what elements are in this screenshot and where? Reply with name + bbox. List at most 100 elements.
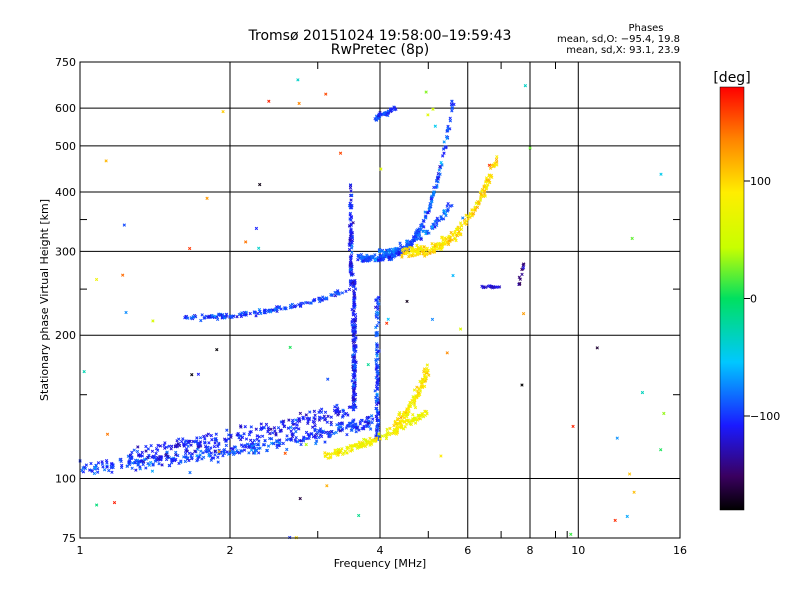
data-point <box>406 418 411 422</box>
data-point <box>390 252 394 256</box>
data-point <box>298 496 302 501</box>
data-point <box>483 180 488 184</box>
data-point <box>301 415 305 420</box>
data-point <box>448 204 452 208</box>
data-point <box>122 223 126 227</box>
data-point <box>463 220 467 224</box>
data-point <box>366 440 370 445</box>
data-point <box>351 221 355 225</box>
data-point <box>205 450 209 454</box>
data-point <box>411 395 415 399</box>
data-point <box>139 459 144 463</box>
data-point <box>368 436 372 441</box>
data-point <box>357 254 361 259</box>
data-point <box>465 219 469 223</box>
data-point <box>124 310 128 315</box>
data-point <box>144 449 148 453</box>
data-point <box>183 459 188 464</box>
data-point <box>240 435 245 440</box>
data-point <box>416 233 420 238</box>
data-point <box>304 430 309 435</box>
data-point <box>442 140 446 144</box>
data-point <box>425 363 429 367</box>
data-point <box>446 126 450 130</box>
data-point <box>245 442 250 446</box>
data-point <box>375 436 379 440</box>
data-point <box>355 443 359 448</box>
data-point <box>386 111 390 115</box>
data-point <box>400 245 404 249</box>
data-point <box>190 456 194 460</box>
y-tick-label: 200 <box>55 329 76 342</box>
data-point <box>141 462 145 467</box>
data-point <box>374 359 378 363</box>
data-point <box>225 450 229 454</box>
data-point <box>353 364 357 369</box>
data-point <box>224 312 229 316</box>
data-point <box>369 414 374 418</box>
data-point <box>163 446 167 450</box>
data-point <box>347 405 351 409</box>
data-point <box>376 310 380 315</box>
data-point <box>309 432 313 436</box>
data-point <box>292 305 296 309</box>
data-point <box>334 430 338 435</box>
data-point <box>197 455 201 459</box>
data-point <box>433 124 437 128</box>
data-point <box>154 451 158 456</box>
data-point <box>357 513 361 518</box>
data-point <box>204 314 208 318</box>
data-point <box>385 321 389 325</box>
data-point <box>317 297 321 301</box>
data-point <box>326 431 330 436</box>
data-point <box>341 409 346 413</box>
data-point <box>375 409 379 413</box>
data-point <box>227 433 231 437</box>
data-point <box>412 388 417 392</box>
data-point <box>243 425 247 429</box>
data-point <box>484 176 489 180</box>
data-point <box>215 317 220 322</box>
data-point <box>366 259 370 263</box>
data-point <box>294 418 298 422</box>
data-point <box>257 246 261 250</box>
data-point <box>345 432 349 437</box>
data-point <box>362 427 366 431</box>
data-point <box>264 422 269 427</box>
data-point <box>297 417 302 421</box>
data-point <box>299 439 303 443</box>
data-point <box>361 256 365 260</box>
data-point <box>464 213 468 217</box>
data-point <box>209 458 213 462</box>
data-point <box>434 219 439 223</box>
data-point <box>216 444 220 448</box>
data-point <box>389 257 394 262</box>
data-point <box>307 436 311 440</box>
data-point <box>440 217 444 221</box>
data-point <box>423 210 427 214</box>
data-point <box>376 422 381 426</box>
data-point <box>351 358 356 363</box>
data-point <box>186 444 190 448</box>
data-point <box>301 301 305 305</box>
data-point <box>424 369 428 374</box>
data-point <box>241 444 245 449</box>
data-point <box>351 405 355 410</box>
data-point <box>392 250 396 254</box>
data-point <box>130 461 135 465</box>
data-point <box>202 440 207 445</box>
data-point <box>170 444 174 448</box>
data-point <box>459 224 464 228</box>
data-point <box>441 147 446 151</box>
data-point <box>354 345 358 349</box>
data-point <box>348 217 352 221</box>
data-point <box>89 461 93 466</box>
data-point <box>352 304 356 308</box>
data-point <box>210 438 214 442</box>
data-point <box>418 227 422 232</box>
data-point <box>439 215 443 219</box>
data-point <box>333 405 337 409</box>
data-point <box>425 412 429 416</box>
data-point <box>174 450 178 455</box>
data-point <box>390 107 394 111</box>
